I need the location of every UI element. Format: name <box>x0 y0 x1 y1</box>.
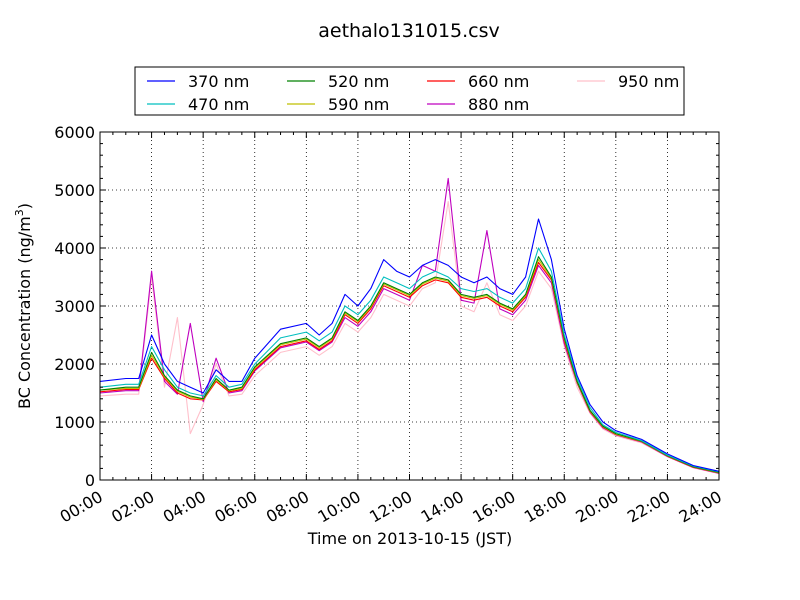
y-tick-label: 3000 <box>54 297 95 316</box>
legend-label: 370 nm <box>188 72 249 91</box>
series-line-370-nm <box>99 218 720 472</box>
legend-label: 590 nm <box>328 95 389 114</box>
y-tick-labels: 0 1000 2000 3000 4000 5000 6000 <box>54 123 95 490</box>
x-tick-label: 12:00 <box>366 487 415 527</box>
x-tick-label: 24:00 <box>676 487 725 527</box>
x-tick-label: 18:00 <box>521 487 570 527</box>
legend-label: 950 nm <box>618 72 679 91</box>
x-tick-labels: 00:00 02:00 04:00 06:00 08:00 10:00 12:00 14:00… <box>57 487 725 527</box>
x-tick-label: 22:00 <box>624 487 673 527</box>
y-axis-label: BC Concentration (ng/m3) <box>13 203 34 409</box>
chart-title: aethalo131015.csv <box>318 20 500 42</box>
x-tick-label: 04:00 <box>160 487 209 527</box>
series-line-950-nm <box>99 201 720 475</box>
x-tick-label: 20:00 <box>572 487 621 527</box>
legend-label: 880 nm <box>468 95 529 114</box>
y-tick-label: 1000 <box>54 413 95 432</box>
y-axis-label-close: ) <box>15 203 34 209</box>
y-tick-label: 2000 <box>54 355 95 374</box>
axis-ticks <box>99 131 720 481</box>
series-line-520-nm <box>99 256 720 474</box>
x-tick-label: 16:00 <box>469 487 518 527</box>
y-tick-label: 5000 <box>54 181 95 200</box>
legend-label: 520 nm <box>328 72 389 91</box>
x-tick-label: 10:00 <box>314 487 363 527</box>
series-lines <box>99 177 720 475</box>
series-line-470-nm <box>99 247 720 473</box>
y-tick-label: 6000 <box>54 123 95 142</box>
y-tick-label: 0 <box>85 471 95 490</box>
legend: 370 nm 470 nm 520 nm 590 nm 660 nm 880 nm 950 … <box>134 66 685 116</box>
x-axis-label: Time on 2013-10-15 (JST) <box>307 529 512 548</box>
y-tick-label: 4000 <box>54 239 95 258</box>
legend-label: 660 nm <box>468 72 529 91</box>
x-tick-label: 08:00 <box>263 487 312 527</box>
legend-label: 470 nm <box>188 95 249 114</box>
y-axis-label-main: BC Concentration (ng/m <box>15 216 34 409</box>
x-tick-label: 06:00 <box>211 487 260 527</box>
x-tick-label: 00:00 <box>57 487 106 527</box>
x-tick-label: 14:00 <box>418 487 467 527</box>
legend-box <box>134 66 685 116</box>
x-tick-label: 02:00 <box>108 487 157 527</box>
y-axis-label-superscript: 3 <box>13 209 26 216</box>
